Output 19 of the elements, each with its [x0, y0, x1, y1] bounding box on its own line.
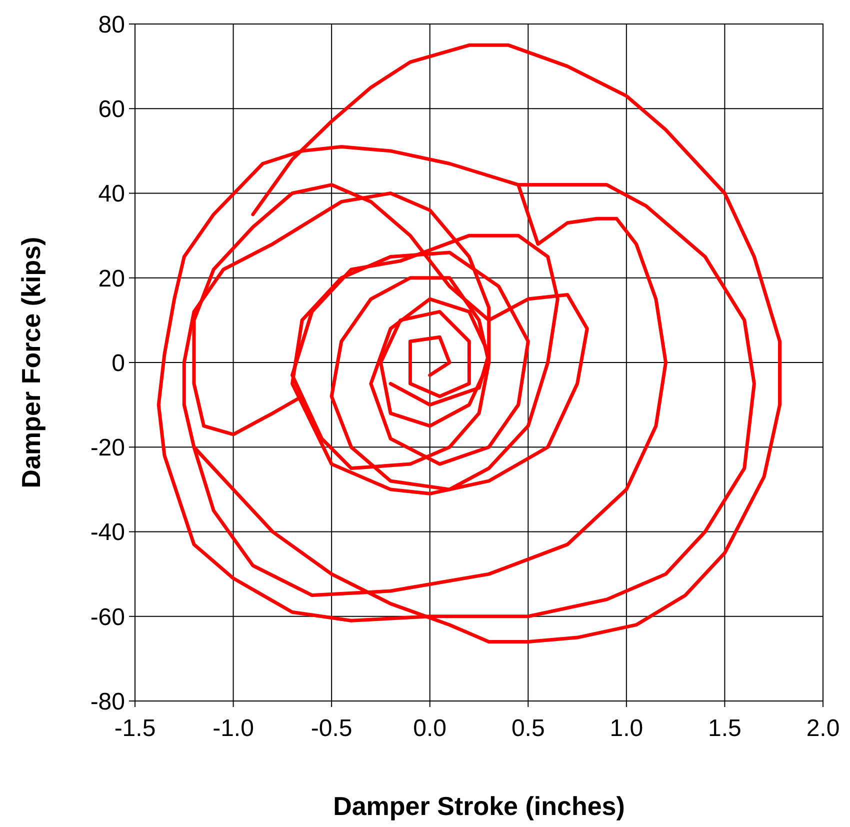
y-axis-title: Damper Force (kips)	[16, 236, 46, 488]
x-tick-label: 2.0	[806, 715, 840, 742]
x-tick-label: -1.5	[114, 715, 156, 742]
y-tick-label: 80	[98, 11, 125, 38]
x-tick-label: 1.0	[610, 715, 644, 742]
x-axis-title: Damper Stroke (inches)	[333, 791, 625, 821]
x-tick-label: 1.5	[708, 715, 742, 742]
x-tick-label: 0.5	[511, 715, 545, 742]
y-tick-label: 20	[98, 265, 125, 292]
y-tick-label: 40	[98, 180, 125, 208]
y-tick-label: -20	[90, 434, 125, 462]
y-tick-label: -40	[90, 519, 125, 546]
y-tick-label: -80	[90, 688, 125, 716]
y-tick-label: 60	[98, 96, 125, 124]
x-tick-label: -1.0	[212, 715, 254, 742]
y-tick-label: 0	[112, 350, 125, 377]
x-tick-label: -0.5	[310, 715, 352, 742]
x-tick-label: 0.0	[413, 715, 447, 742]
y-tick-label: -60	[90, 604, 125, 631]
